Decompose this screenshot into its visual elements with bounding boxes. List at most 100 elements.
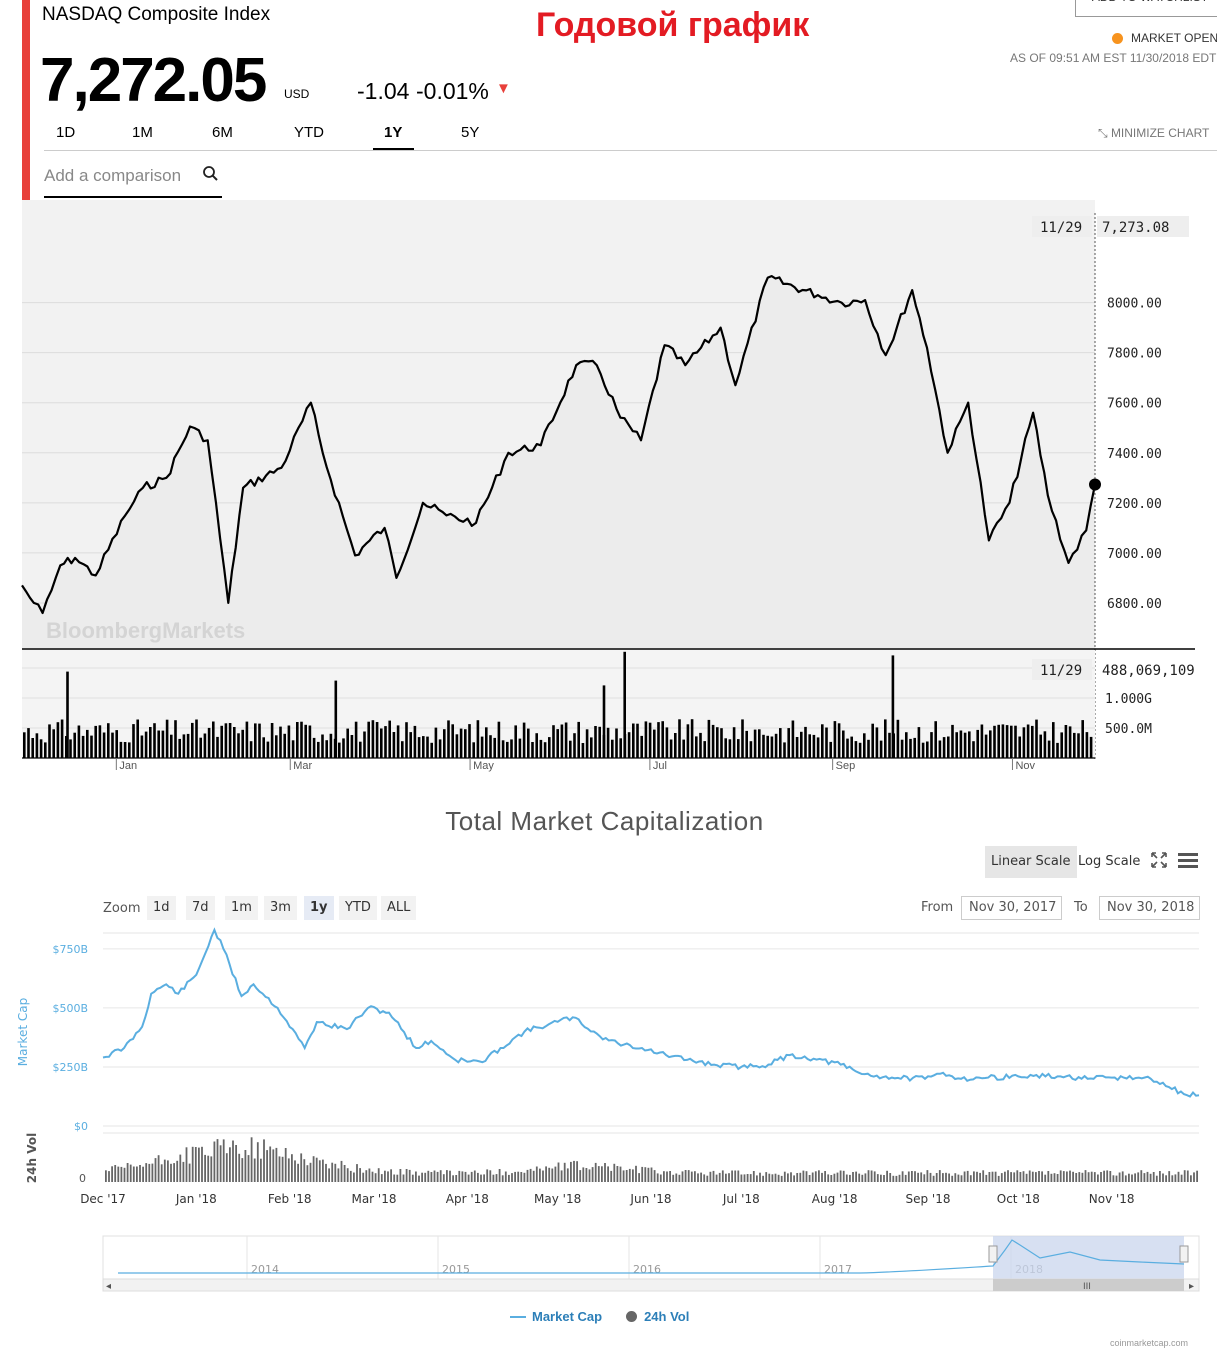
volume-bar [510, 739, 513, 758]
legend-market-cap[interactable]: Market Cap [532, 1309, 603, 1324]
tab-5y[interactable]: 5Y [461, 124, 480, 141]
volume-bar [563, 1162, 566, 1182]
date-tick-label: Jul '18 [722, 1192, 760, 1206]
volume-bar [452, 1175, 454, 1182]
volume-bar [139, 1165, 141, 1182]
volume-bar [210, 1156, 213, 1182]
volume-bar [1010, 1172, 1012, 1182]
zoom-1y-button[interactable]: 1y [304, 896, 334, 920]
zoom-ytd-button[interactable]: YTD [339, 896, 377, 920]
volume-bar [1056, 1174, 1059, 1182]
volume-bar [439, 1170, 442, 1182]
volume-bar [470, 1171, 473, 1182]
volume-bar [232, 1140, 234, 1182]
volume-bar [1018, 736, 1021, 758]
tab-1y[interactable]: 1Y [384, 124, 403, 141]
watchlist-button[interactable]: ADD TO WATCHLIST [1075, 0, 1217, 17]
volume-bar [1056, 742, 1059, 758]
volume-bar [207, 1155, 210, 1182]
tab-1m[interactable]: 1M [132, 124, 153, 141]
volume-bar [296, 722, 299, 758]
y-axis-label: Market Cap [16, 998, 30, 1066]
navigator[interactable]: 20142015201620172018◂▸III [102, 1235, 1200, 1292]
volume-bar [816, 737, 820, 758]
minimize-chart-button[interactable]: ⤡ MINIMIZE CHART [1098, 126, 1209, 141]
volume-bar [1152, 1172, 1155, 1182]
from-date-input[interactable]: Nov 30, 2017 [961, 896, 1062, 920]
volume-bar [1038, 1171, 1040, 1182]
zoom-3m-button[interactable]: 3m [264, 896, 297, 920]
volume-bar [889, 1173, 892, 1182]
volume-bar [151, 1163, 154, 1182]
volume-bar [560, 724, 564, 758]
volume-bar [23, 732, 26, 758]
tab-6m[interactable]: 6M [212, 124, 233, 141]
scrollbar-grip-icon: III [1083, 1282, 1091, 1292]
volume-bar [963, 732, 967, 758]
volume-bar [1109, 1171, 1112, 1182]
market-cap-chart[interactable]: $0 $250B $500B $750B Market Cap 24h Vol 0 D… [0, 790, 1217, 1359]
volume-bar [884, 719, 887, 758]
volume-bar [405, 1169, 408, 1182]
zoom-7d-button[interactable]: 7d [186, 896, 215, 920]
to-date-input[interactable]: Nov 30, 2018 [1099, 896, 1200, 920]
volume-bar [812, 734, 816, 758]
volume-bar [980, 724, 984, 758]
volume-bar [573, 733, 576, 758]
volume-bar [136, 719, 139, 758]
volume-bar [1186, 1170, 1189, 1182]
volume-spike [891, 655, 895, 758]
status-dot-icon [1112, 32, 1123, 44]
volume-bar [610, 1170, 613, 1182]
volume-bar [207, 727, 211, 758]
market-status-label: MARKET OPEN [1131, 31, 1217, 45]
nasdaq-chart[interactable]: 6800.00 7000.00 7200.00 7400.00 7600.00 7800.… [0, 0, 1217, 775]
crosshair [22, 213, 1195, 760]
fullscreen-icon[interactable] [1150, 851, 1168, 869]
comparison-input[interactable] [44, 163, 194, 189]
log-scale-button[interactable]: Log Scale [1078, 854, 1141, 869]
volume-bar [405, 722, 408, 758]
zoom-all-button[interactable]: ALL [381, 896, 417, 920]
zoom-1d-button[interactable]: 1d [147, 896, 176, 920]
volume-bar [1183, 1170, 1186, 1182]
volume-bar [464, 729, 467, 758]
volume-bar [1190, 1175, 1192, 1182]
linear-scale-button[interactable]: Linear Scale [985, 846, 1077, 878]
volume-bar [743, 1174, 746, 1182]
zoom-1m-button[interactable]: 1m [225, 896, 258, 920]
volume-bar [216, 736, 219, 758]
volume-bar [675, 1173, 678, 1182]
volume-bar [904, 1174, 907, 1182]
volume-bar [241, 729, 244, 758]
volume-bar [948, 1173, 950, 1182]
search-icon[interactable] [202, 165, 220, 183]
volume-bar [495, 1174, 498, 1182]
volume-tick-label: 500.0M [1105, 722, 1152, 737]
volume-bar [821, 1172, 823, 1182]
volume-bar [526, 1169, 529, 1182]
volume-bar [98, 725, 102, 758]
volume-bar [947, 736, 950, 758]
volume-bar [780, 1175, 783, 1182]
volume-bar [597, 1166, 600, 1182]
volume-bar [728, 739, 732, 758]
scroll-left-arrow-icon: ◂ [106, 1281, 111, 1292]
volume-bar [508, 1174, 510, 1182]
volume-bar [300, 721, 303, 758]
volume-bar [161, 730, 165, 758]
volume-bar [787, 1173, 789, 1182]
volume-bar [56, 722, 60, 758]
volume-bar [356, 1164, 358, 1182]
volume-bar [430, 742, 433, 758]
menu-icon[interactable] [1178, 852, 1198, 868]
legend-volume[interactable]: 24h Vol [644, 1309, 690, 1324]
volume-bar [591, 1167, 594, 1182]
volume-bar [501, 1175, 504, 1182]
tab-ytd[interactable]: YTD [294, 124, 324, 141]
tab-1d[interactable]: 1D [56, 124, 76, 141]
volume-bar [430, 1172, 433, 1182]
volume-bar [765, 1172, 768, 1182]
volume-bar [938, 740, 942, 758]
volume-bar [638, 1173, 640, 1182]
